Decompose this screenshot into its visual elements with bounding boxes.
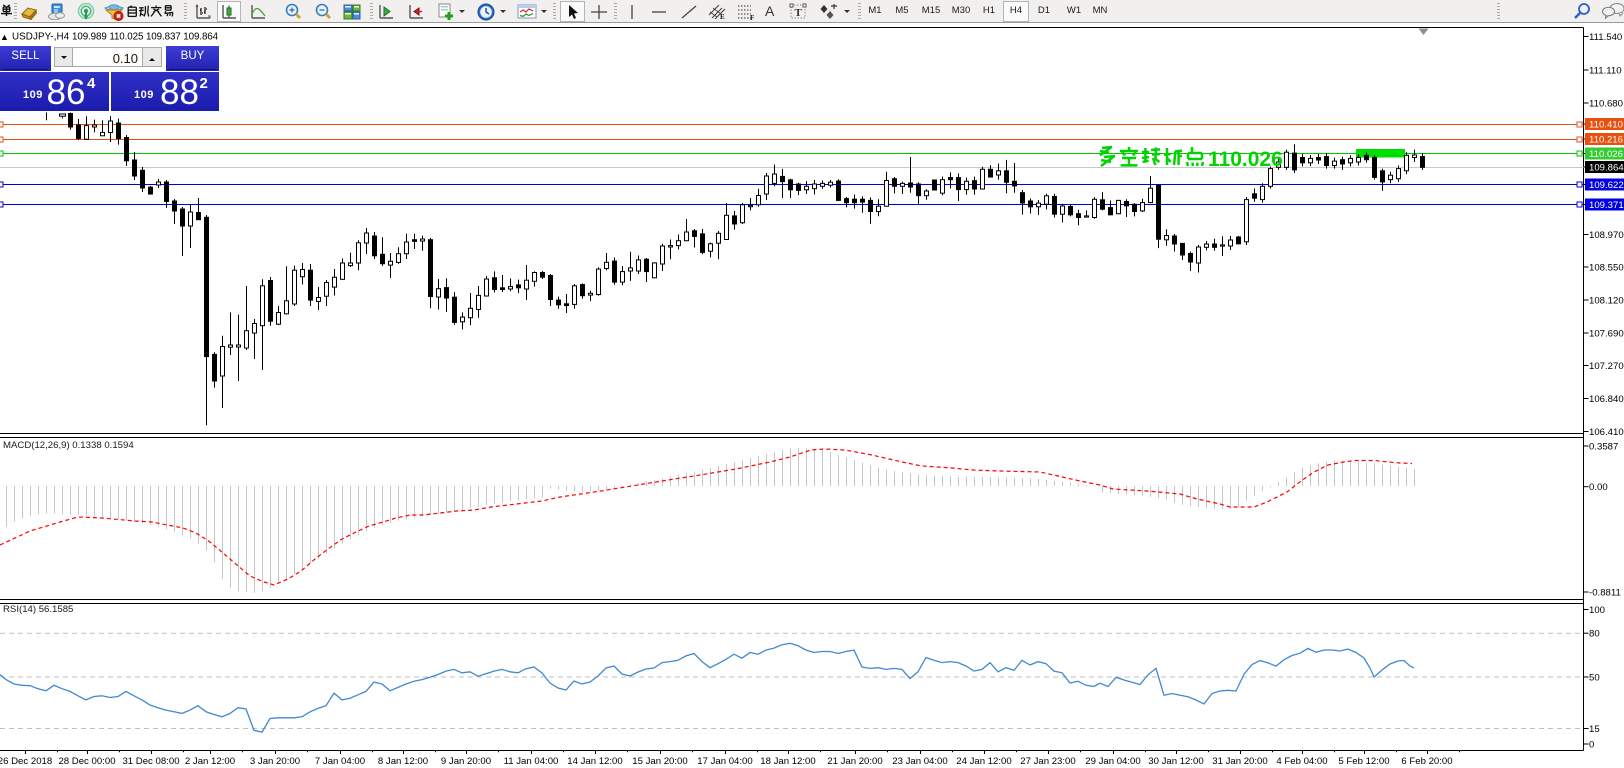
svg-text:106.410: 106.410 — [1589, 427, 1624, 438]
svg-text:28 Dec 00:00: 28 Dec 00:00 — [58, 756, 115, 767]
svg-text:107.270: 107.270 — [1589, 361, 1624, 372]
svg-text:8 Jan 12:00: 8 Jan 12:00 — [378, 756, 428, 767]
svg-text:111.110: 111.110 — [1589, 66, 1622, 77]
svg-text:4 Feb 04:00: 4 Feb 04:00 — [1276, 756, 1327, 767]
svg-text:110.026: 110.026 — [1208, 148, 1283, 171]
svg-text:31 Dec 08:00: 31 Dec 08:00 — [122, 756, 179, 767]
svg-text:24 Jan 12:00: 24 Jan 12:00 — [956, 756, 1011, 767]
svg-text:7 Jan 04:00: 7 Jan 04:00 — [315, 756, 365, 767]
svg-text:USDJPY-,H4: USDJPY-,H4 — [12, 32, 70, 43]
svg-text:109.622: 109.622 — [1589, 180, 1624, 191]
svg-text:110.410: 110.410 — [1589, 120, 1623, 131]
svg-text:109.864: 109.864 — [1589, 163, 1624, 174]
svg-text:15: 15 — [1589, 724, 1600, 735]
svg-text:6 Feb 20:00: 6 Feb 20:00 — [1401, 756, 1452, 767]
svg-text:29 Jan 04:00: 29 Jan 04:00 — [1085, 756, 1140, 767]
svg-text:26 Dec 2018: 26 Dec 2018 — [0, 756, 52, 767]
svg-text:14 Jan 12:00: 14 Jan 12:00 — [567, 756, 622, 767]
svg-text:100: 100 — [1589, 605, 1605, 616]
svg-text:108.550: 108.550 — [1589, 263, 1624, 274]
svg-text:11 Jan 04:00: 11 Jan 04:00 — [504, 756, 559, 767]
svg-text:80: 80 — [1589, 629, 1600, 640]
svg-text:F: F — [750, 14, 754, 21]
svg-text:-0.8811: -0.8811 — [1589, 588, 1621, 599]
svg-text:▲: ▲ — [0, 32, 9, 42]
svg-text:MACD(12,26,9) 0.1338 0.1594: MACD(12,26,9) 0.1338 0.1594 — [3, 440, 134, 451]
svg-text:0: 0 — [1589, 740, 1594, 751]
svg-text:107.690: 107.690 — [1589, 329, 1624, 340]
svg-text:0.00: 0.00 — [1589, 482, 1608, 493]
svg-text:108.120: 108.120 — [1589, 296, 1624, 307]
svg-text:109.371: 109.371 — [1589, 200, 1624, 211]
svg-text:5 Feb 12:00: 5 Feb 12:00 — [1338, 756, 1389, 767]
svg-text:0.3587: 0.3587 — [1589, 442, 1618, 453]
svg-text:2 Jan 12:00: 2 Jan 12:00 — [185, 756, 235, 767]
svg-text:50: 50 — [1589, 673, 1600, 684]
svg-text:23 Jan 04:00: 23 Jan 04:00 — [892, 756, 947, 767]
svg-text:111.540: 111.540 — [1589, 32, 1622, 43]
svg-text:27 Jan 23:00: 27 Jan 23:00 — [1020, 756, 1075, 767]
svg-text:E: E — [720, 13, 725, 21]
svg-text:RSI(14) 56.1585: RSI(14) 56.1585 — [3, 604, 73, 615]
svg-text:17 Jan 04:00: 17 Jan 04:00 — [697, 756, 752, 767]
svg-text:108.970: 108.970 — [1589, 230, 1624, 241]
svg-text:110.216: 110.216 — [1589, 135, 1623, 146]
svg-text:9 Jan 20:00: 9 Jan 20:00 — [441, 756, 491, 767]
svg-text:110.026: 110.026 — [1589, 149, 1623, 160]
svg-text:31 Jan 20:00: 31 Jan 20:00 — [1212, 756, 1267, 767]
svg-text:110.680: 110.680 — [1589, 99, 1623, 110]
svg-text:T: T — [795, 7, 803, 19]
svg-text:3 Jan 20:00: 3 Jan 20:00 — [250, 756, 300, 767]
svg-text:106.840: 106.840 — [1589, 394, 1624, 405]
svg-text:15 Jan 20:00: 15 Jan 20:00 — [632, 756, 687, 767]
svg-text:18 Jan 12:00: 18 Jan 12:00 — [760, 756, 815, 767]
svg-text:21 Jan 20:00: 21 Jan 20:00 — [827, 756, 882, 767]
svg-text:109.989 110.025 109.837 109.86: 109.989 110.025 109.837 109.864 — [72, 32, 219, 43]
svg-text:30 Jan 12:00: 30 Jan 12:00 — [1148, 756, 1203, 767]
